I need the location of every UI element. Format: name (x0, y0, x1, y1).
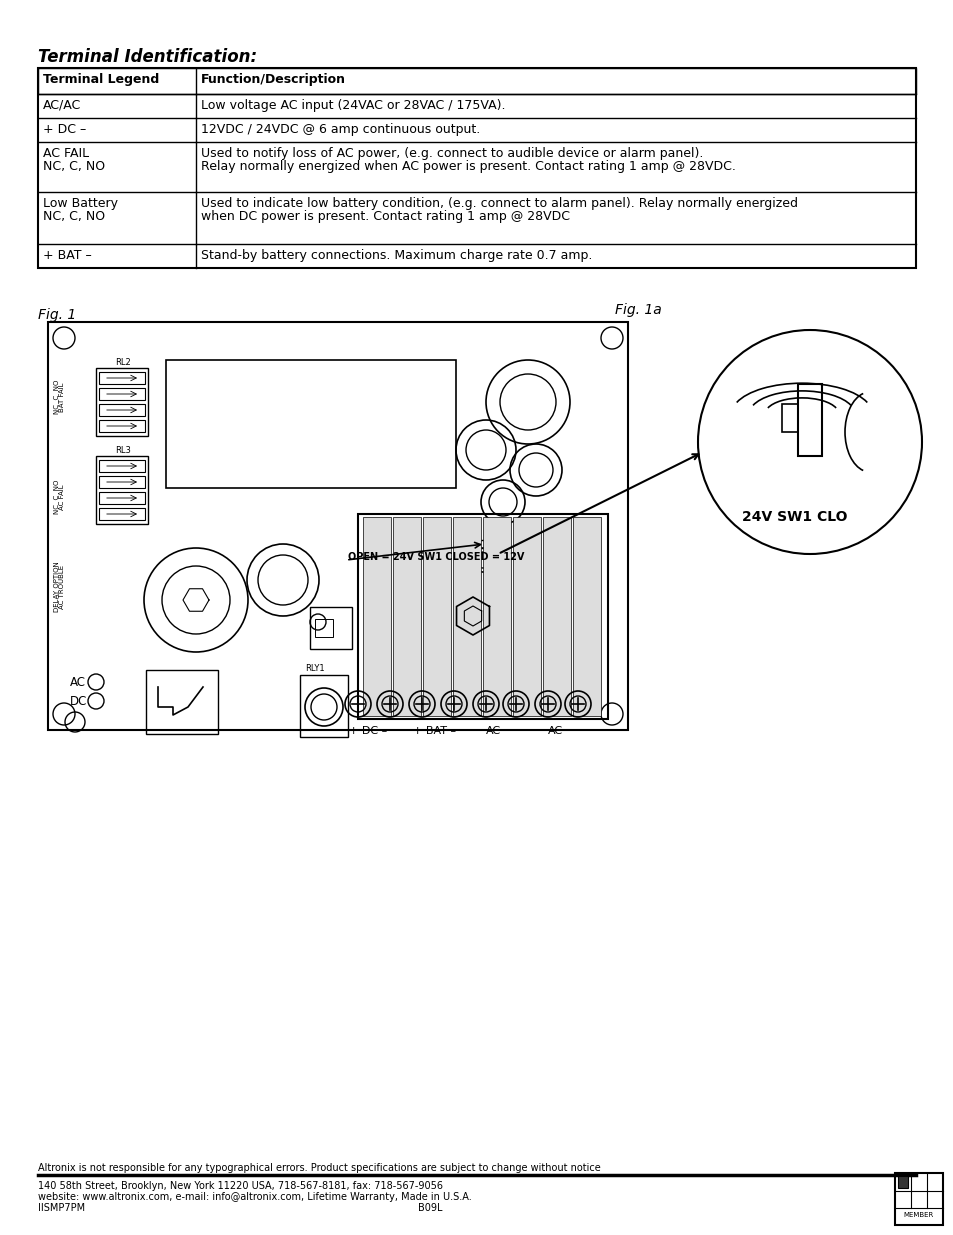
Bar (99, 404, 145, 416)
Text: AC: AC (485, 726, 500, 736)
Bar (38, 68, 915, 94)
Text: Used to notify loss of AC power, (e.g. connect to audible device or alarm panel): Used to notify loss of AC power, (e.g. c… (201, 147, 702, 161)
Text: BAT FAIL: BAT FAIL (59, 383, 65, 411)
Bar (99, 459, 145, 472)
Bar (797, 384, 821, 456)
Text: 140 58th Street, Brooklyn, New York 11220 USA, 718-567-8181, fax: 718-567-9056: 140 58th Street, Brooklyn, New York 1122… (38, 1181, 442, 1191)
Bar (422, 517, 451, 716)
Bar (299, 676, 348, 737)
Text: Low voltage AC input (24VAC or 28VAC / 175VA).: Low voltage AC input (24VAC or 28VAC / 1… (201, 99, 505, 112)
Text: 24V SW1 CLO: 24V SW1 CLO (741, 510, 846, 524)
Text: B09L: B09L (417, 1203, 442, 1213)
Bar (96, 368, 148, 436)
Text: AC/AC: AC/AC (43, 99, 81, 112)
Text: RL2: RL2 (115, 358, 131, 367)
Text: Low Battery: Low Battery (43, 198, 118, 210)
Bar (475, 540, 491, 548)
Bar (48, 322, 627, 730)
Bar (38, 68, 915, 268)
Text: 12VDC / 24VDC @ 6 amp continuous output.: 12VDC / 24VDC @ 6 amp continuous output. (201, 124, 479, 136)
Text: MEMBER: MEMBER (902, 1212, 933, 1218)
Bar (513, 517, 540, 716)
Text: RL3: RL3 (115, 446, 131, 454)
Bar (453, 517, 480, 716)
Text: Altronix is not responsible for any typographical errors. Product specifications: Altronix is not responsible for any typo… (38, 1163, 600, 1173)
Text: AC TROUBLE: AC TROUBLE (59, 564, 65, 609)
Text: OPEN = 24V SW1 CLOSED = 12V: OPEN = 24V SW1 CLOSED = 12V (348, 552, 524, 562)
Bar (314, 619, 333, 637)
Bar (357, 514, 607, 719)
Text: Fig. 1: Fig. 1 (38, 308, 76, 322)
Text: Function/Description: Function/Description (201, 73, 346, 86)
Text: NC, C, NO: NC, C, NO (43, 161, 105, 173)
Bar (99, 420, 145, 432)
Text: Terminal Legend: Terminal Legend (43, 73, 159, 86)
Bar (482, 517, 511, 716)
Text: Relay normally energized when AC power is present. Contact rating 1 amp @ 28VDC.: Relay normally energized when AC power i… (201, 161, 735, 173)
Text: DELAY OPTION: DELAY OPTION (54, 562, 60, 613)
Bar (99, 372, 145, 384)
Text: Terminal Identification:: Terminal Identification: (38, 48, 257, 65)
Text: DC: DC (70, 695, 88, 708)
Bar (96, 456, 148, 524)
Text: when DC power is present. Contact rating 1 amp @ 28VDC: when DC power is present. Contact rating… (201, 210, 569, 224)
Text: NC  C  NO: NC C NO (54, 480, 60, 514)
Text: + DC –: + DC – (43, 124, 86, 136)
Text: Stand-by battery connections. Maximum charge rate 0.7 amp.: Stand-by battery connections. Maximum ch… (201, 249, 592, 262)
Bar (393, 517, 420, 716)
Text: + BAT –: + BAT – (43, 249, 91, 262)
Text: NC  C  NO: NC C NO (54, 380, 60, 414)
Text: Fig. 1a: Fig. 1a (615, 303, 661, 317)
Bar (781, 404, 797, 432)
Bar (146, 671, 218, 734)
Text: RLY1: RLY1 (305, 664, 324, 673)
Text: website: www.altronix.com, e-mail: info@altronix.com, Lifetime Warranty, Made in: website: www.altronix.com, e-mail: info@… (38, 1192, 471, 1202)
Bar (99, 492, 145, 504)
Text: + DC –: + DC – (349, 726, 387, 736)
Bar (99, 508, 145, 520)
Bar (897, 1176, 907, 1188)
Text: AC: AC (547, 726, 562, 736)
Bar (542, 517, 571, 716)
Text: AC: AC (70, 676, 86, 689)
Bar (363, 517, 391, 716)
Text: AC FAIL: AC FAIL (59, 484, 65, 510)
Circle shape (698, 330, 921, 555)
Text: AC FAIL: AC FAIL (43, 147, 89, 161)
Bar (310, 606, 352, 650)
Text: IISMP7PM: IISMP7PM (38, 1203, 85, 1213)
Text: Used to indicate low battery condition, (e.g. connect to alarm panel). Relay nor: Used to indicate low battery condition, … (201, 198, 797, 210)
Bar (99, 388, 145, 400)
Text: NC, C, NO: NC, C, NO (43, 210, 105, 224)
Bar (573, 517, 600, 716)
Bar (166, 359, 456, 488)
Bar (894, 1173, 942, 1225)
Text: + BAT –: + BAT – (413, 726, 456, 736)
Bar (99, 475, 145, 488)
